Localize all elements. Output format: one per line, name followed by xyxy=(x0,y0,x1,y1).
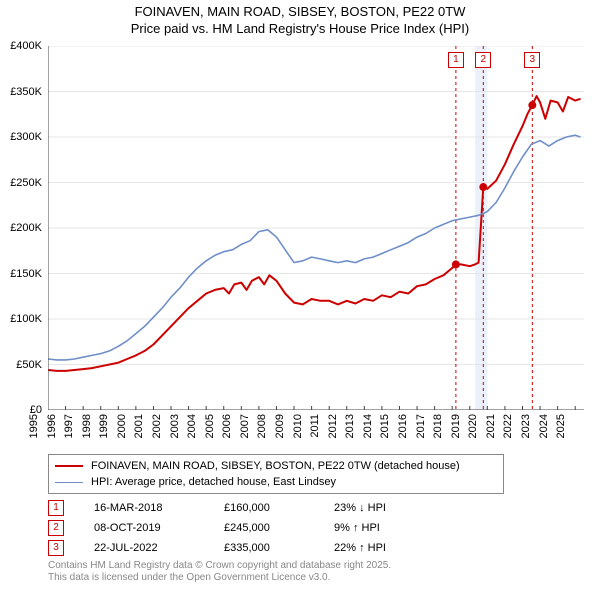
event-date: 16-MAR-2018 xyxy=(94,502,224,514)
event-delta: 22% ↑ HPI xyxy=(334,542,444,554)
event-delta: 9% ↑ HPI xyxy=(334,522,444,534)
event-badge-on-plot: 1 xyxy=(448,52,464,68)
event-date: 22-JUL-2022 xyxy=(94,542,224,554)
legend-swatch xyxy=(55,482,83,483)
event-badge: 2 xyxy=(48,520,64,536)
y-tick-label: £200K xyxy=(0,222,42,234)
legend-swatch xyxy=(55,465,83,467)
footer-line2: This data is licensed under the Open Gov… xyxy=(48,572,584,584)
event-badge: 1 xyxy=(48,500,64,516)
y-tick-label: £350K xyxy=(0,86,42,98)
event-badge-on-plot: 2 xyxy=(475,52,491,68)
footer-attribution: Contains HM Land Registry data © Crown c… xyxy=(48,560,584,584)
x-tick-label: 2025 xyxy=(555,414,595,438)
event-date: 08-OCT-2019 xyxy=(94,522,224,534)
y-tick-label: £250K xyxy=(0,177,42,189)
event-badge: 3 xyxy=(48,540,64,556)
chart-title-line1: FOINAVEN, MAIN ROAD, SIBSEY, BOSTON, PE2… xyxy=(0,4,600,19)
legend-box: FOINAVEN, MAIN ROAD, SIBSEY, BOSTON, PE2… xyxy=(48,454,504,494)
event-badge-on-plot: 3 xyxy=(524,52,540,68)
event-price: £245,000 xyxy=(224,522,334,534)
legend-item: FOINAVEN, MAIN ROAD, SIBSEY, BOSTON, PE2… xyxy=(55,458,497,474)
y-axis-labels: £0£50K£100K£150K£200K£250K£300K£350K£400… xyxy=(0,46,46,410)
y-tick-label: £400K xyxy=(0,40,42,52)
y-tick-label: £300K xyxy=(0,131,42,143)
event-table: 1 16-MAR-2018£160,00023% ↓ HPI 2 08-OCT-201… xyxy=(48,498,584,558)
event-price: £335,000 xyxy=(224,542,334,554)
chart-plot-area: 12 3 xyxy=(48,46,584,410)
legend-text: HPI: Average price, detached house, East… xyxy=(91,476,336,488)
x-axis-labels: 1995199619971998199920002001200220032004… xyxy=(48,414,584,454)
event-row: 1 16-MAR-2018£160,00023% ↓ HPI xyxy=(48,498,584,518)
event-row: 3 22-JUL-2022£335,00022% ↑ HPI xyxy=(48,538,584,558)
legend-text: FOINAVEN, MAIN ROAD, SIBSEY, BOSTON, PE2… xyxy=(91,460,460,472)
footer-line1: Contains HM Land Registry data © Crown c… xyxy=(48,560,584,572)
legend-item: HPI: Average price, detached house, East… xyxy=(55,474,497,490)
event-row: 2 08-OCT-2019£245,0009% ↑ HPI xyxy=(48,518,584,538)
y-tick-label: £150K xyxy=(0,268,42,280)
y-tick-label: £50K xyxy=(0,359,42,371)
event-price: £160,000 xyxy=(224,502,334,514)
event-delta: 23% ↓ HPI xyxy=(334,502,444,514)
y-tick-label: £100K xyxy=(0,313,42,325)
chart-title-line2: Price paid vs. HM Land Registry's House … xyxy=(0,21,600,36)
